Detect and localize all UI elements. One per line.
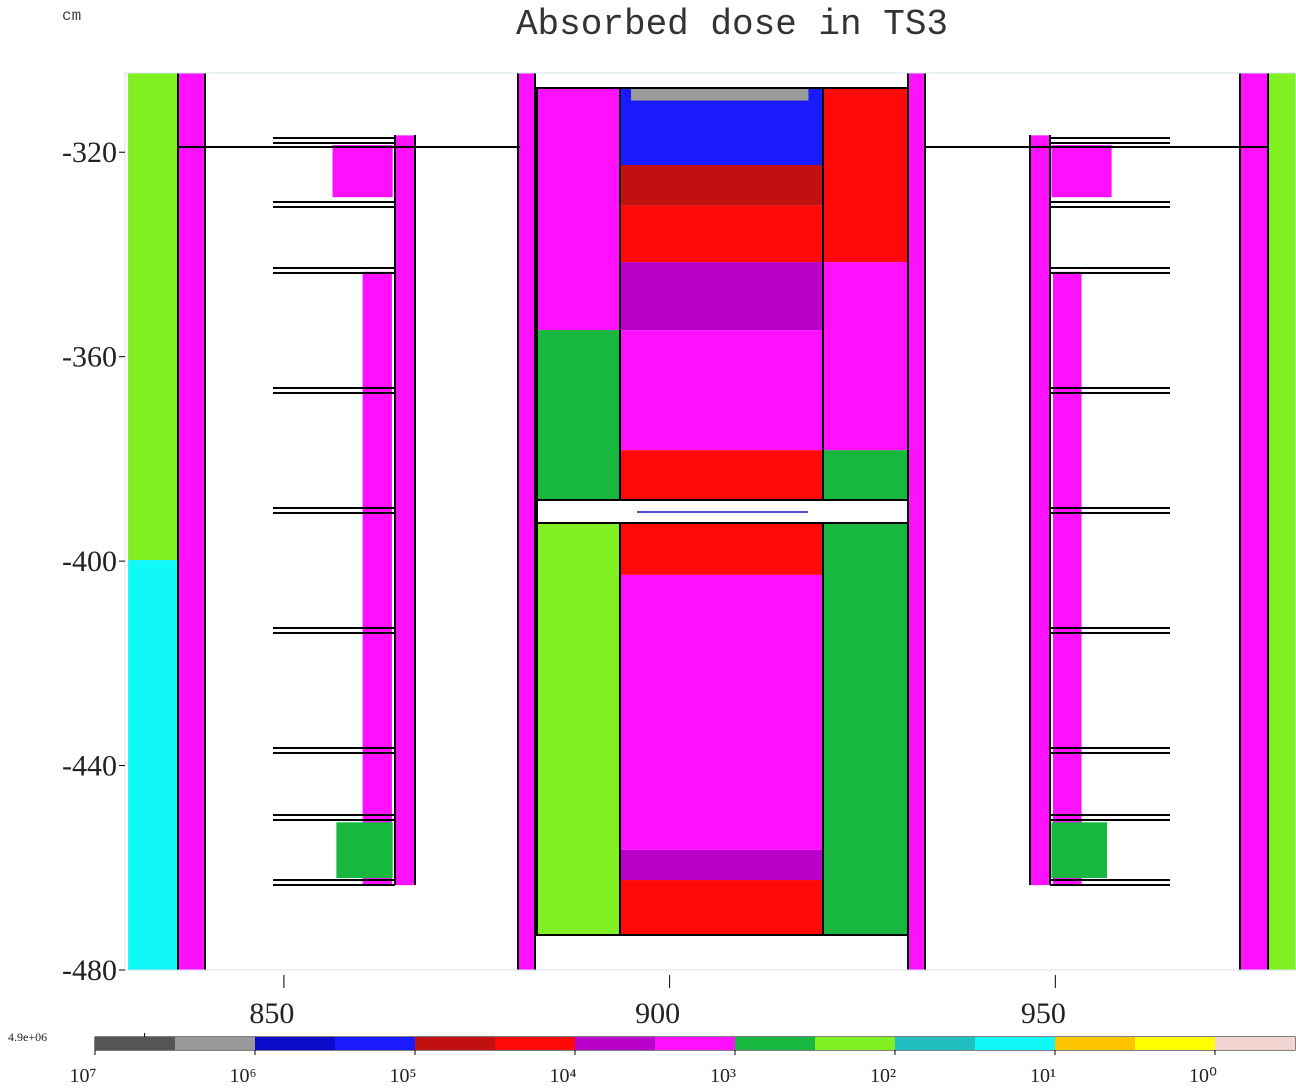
x-tick-label: 950 [1021,997,1066,1030]
dose-cell [619,165,823,206]
dose-cell [619,880,823,936]
y-tick-label: -320 [62,136,117,169]
y-tick-label: -480 [62,954,117,987]
dose-cell [822,88,908,263]
dose-cell [619,205,823,263]
chart-title: Absorbed dose in TS3 [516,4,948,45]
colorbar-bin [1215,1037,1295,1050]
dose-cell [362,271,392,886]
dose-cell [822,450,908,501]
colorbar-bin [175,1037,255,1050]
colorbar-bin [735,1037,815,1050]
x-tick-label: 900 [635,997,680,1030]
y-tick-label: -440 [62,750,117,783]
dose-cell [178,73,206,970]
dose-cell [619,450,823,501]
dose-cell [619,262,823,331]
dose-cell [822,523,908,936]
plot-frame [124,72,1296,971]
dose-cell [394,135,416,886]
y-tick-label: -360 [62,341,117,374]
y-tick-label: -400 [62,545,117,578]
dose-cell [536,523,620,936]
dose-cell [822,262,908,451]
colorbar-bin [1055,1037,1135,1050]
dose-cell [1267,73,1296,970]
dose-cell [336,822,393,878]
colorbar-tick-label: 10¹ [1030,1065,1056,1087]
colorbar-tick-label: 10⁰ [1189,1065,1217,1087]
dose-cell [619,330,823,451]
colorbar-tick-label: 10² [870,1065,896,1087]
dose-cell [517,73,535,970]
colorbar-bin [575,1037,655,1050]
x-tick-label: 850 [249,997,294,1030]
colorbar-tick-label: 10⁶ [230,1065,257,1087]
colorbar-bin [255,1037,335,1050]
colorbar-bin [815,1037,895,1050]
colorbar-bin [655,1037,735,1050]
geometry-outlines [177,73,1269,970]
colorbar-bin [495,1037,575,1050]
colorbar-tick-label: 10³ [710,1065,736,1087]
dose-cell [536,88,620,331]
dose-cell [1238,73,1268,970]
colorbar-max-label: 4.9e+06 [8,1030,47,1044]
dose-cell [1051,145,1112,198]
dose-cell [1051,822,1108,878]
unit-label: cm [62,7,81,25]
dose-cell [619,523,823,575]
dose-cell [619,849,823,881]
colorbar-tick-label: 10⁵ [389,1065,416,1087]
dose-cell [536,330,620,501]
colorbar-bin [975,1037,1055,1050]
colorbar-tick-label: 10⁷ [70,1065,97,1087]
colorbar-bin [95,1037,175,1050]
colorbar-bin [1135,1037,1215,1050]
dose-cell [1053,271,1082,886]
dose-cell [631,88,809,101]
dose-cell [907,73,925,970]
dose-cell [128,73,179,561]
dose-cell [332,145,393,198]
colorbar-bin [895,1037,975,1050]
dose-cell [619,574,823,850]
dose-cell [1029,135,1050,886]
colorbar-tick-label: 10⁴ [549,1065,576,1087]
dose-cell [128,560,179,970]
colorbar-bin [415,1037,495,1050]
dose-cell [619,88,823,165]
colorbar-bin [335,1037,415,1050]
